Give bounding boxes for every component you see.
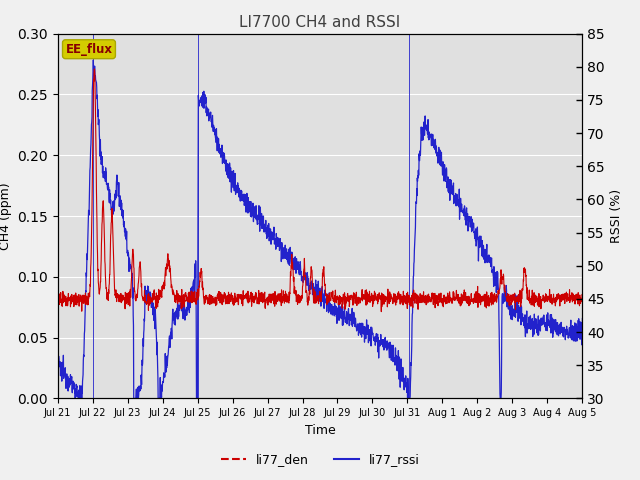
Y-axis label: RSSI (%): RSSI (%) — [611, 189, 623, 243]
Y-axis label: CH4 (ppm): CH4 (ppm) — [0, 182, 12, 250]
Text: EE_flux: EE_flux — [65, 43, 113, 56]
Legend: li77_den, li77_rssi: li77_den, li77_rssi — [216, 448, 424, 471]
Title: LI7700 CH4 and RSSI: LI7700 CH4 and RSSI — [239, 15, 401, 30]
X-axis label: Time: Time — [305, 424, 335, 437]
